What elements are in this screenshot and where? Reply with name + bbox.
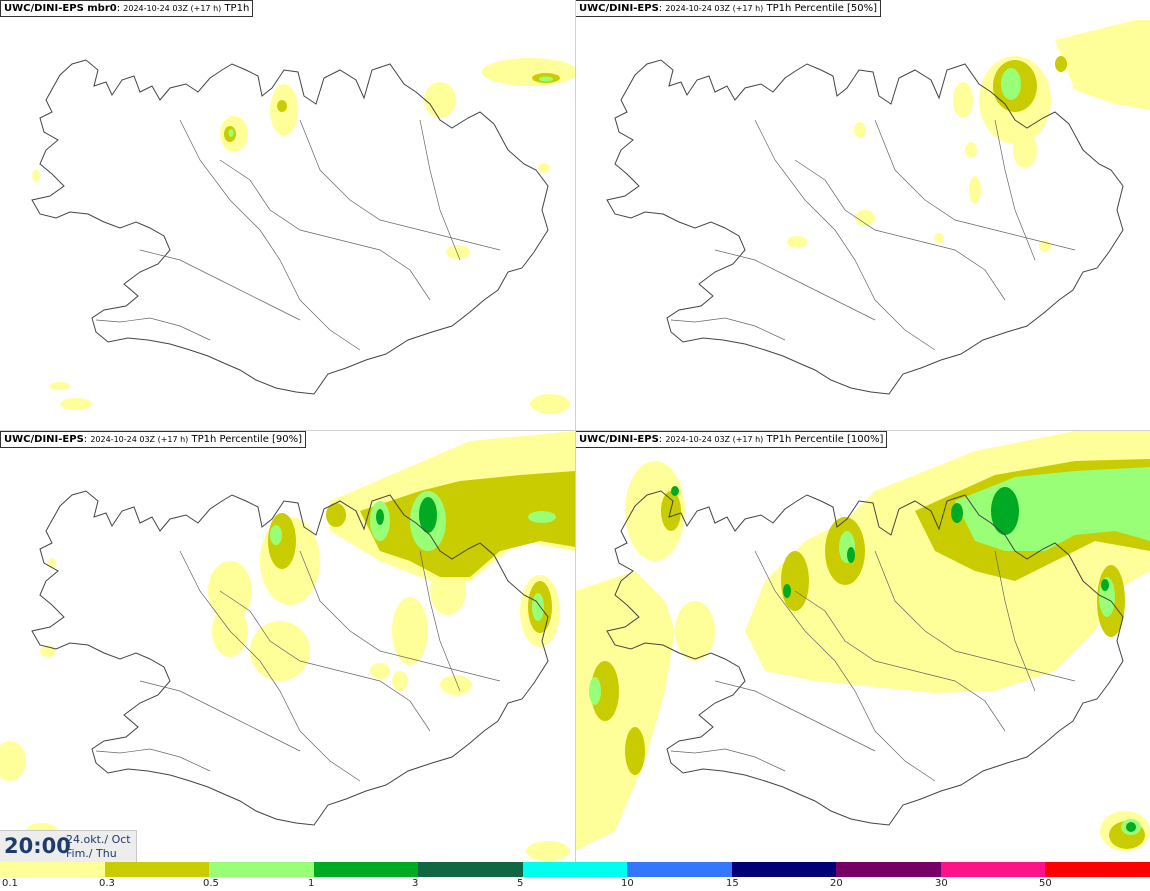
field-name: TP1h Percentile [50%] (766, 3, 878, 14)
map-panel-p100: UWC/DINI-EPS: 2024-10-24 03Z (+17 h) TP1… (575, 431, 1150, 861)
legend-swatch (836, 862, 941, 877)
model-name: UWC/DINI-EPS mbr0 (4, 3, 117, 14)
panel-divider-horizontal (0, 430, 1150, 431)
legend-color-bar (0, 862, 1150, 877)
legend-tick-label: 10 (621, 878, 634, 889)
run-time: 2024-10-24 03Z (+17 h) (665, 435, 764, 444)
panel-divider-vertical (575, 0, 576, 862)
valid-weekday: Fim./ Thu (66, 847, 117, 860)
legend-swatch (209, 862, 314, 877)
map-panel-p50: UWC/DINI-EPS: 2024-10-24 03Z (+17 h) TP1… (575, 0, 1150, 430)
legend-swatch (940, 862, 1046, 877)
model-name: UWC/DINI-EPS (579, 434, 659, 445)
valid-date: 24.okt./ Oct (66, 833, 131, 846)
panel-title: UWC/DINI-EPS mbr0: 2024-10-24 03Z (+17 h… (0, 0, 254, 17)
model-name: UWC/DINI-EPS (4, 434, 84, 445)
precip-map (606, 20, 1150, 395)
legend-tick-label: 15 (726, 878, 739, 889)
run-time: 2024-10-24 03Z (+17 h) (90, 435, 189, 444)
legend-tick-label: 30 (935, 878, 948, 889)
legend-swatch (418, 862, 523, 877)
legend-tick-label: 5 (517, 878, 524, 889)
legend-swatch (522, 862, 628, 877)
legend-tick-label: 3 (412, 878, 419, 889)
valid-time-box: 20:00 24.okt./ Oct Fim./ Thu (0, 830, 137, 863)
panel-title: UWC/DINI-EPS: 2024-10-24 03Z (+17 h) TP1… (575, 431, 888, 448)
legend-swatch (1045, 862, 1150, 877)
legend-tick-label: 0.5 (203, 878, 219, 889)
legend-swatch (313, 862, 419, 877)
map-panel-p90: UWC/DINI-EPS: 2024-10-24 03Z (+17 h) TP1… (0, 431, 575, 861)
field-name: TP1h (224, 3, 250, 14)
run-time: 2024-10-24 03Z (+17 h) (665, 4, 764, 13)
model-name: UWC/DINI-EPS (579, 3, 659, 14)
legend-tick-label: 50 (1039, 878, 1052, 889)
legend-tick-label: 20 (830, 878, 843, 889)
field-name: TP1h Percentile [90%] (191, 434, 303, 445)
panel-title: UWC/DINI-EPS: 2024-10-24 03Z (+17 h) TP1… (0, 431, 307, 448)
legend-swatch (0, 862, 105, 877)
precip-map (575, 431, 1150, 851)
precip-map (0, 431, 575, 861)
legend-swatch (627, 862, 732, 877)
legend-tick-label: 0.1 (2, 878, 18, 889)
legend-tick-label: 0.3 (99, 878, 115, 889)
field-name: TP1h Percentile [100%] (766, 434, 884, 445)
precip-map (31, 58, 575, 414)
map-panel-mbr0: UWC/DINI-EPS mbr0: 2024-10-24 03Z (+17 h… (0, 0, 575, 430)
color-legend: 0.1 0.3 0.5 1 3 5 10 15 20 30 50 (0, 862, 1150, 891)
valid-time: 20:00 (4, 834, 71, 858)
legend-swatch (731, 862, 837, 877)
run-time: 2024-10-24 03Z (+17 h) (123, 4, 222, 13)
legend-swatch (104, 862, 210, 877)
legend-tick-label: 1 (308, 878, 315, 889)
panel-title: UWC/DINI-EPS: 2024-10-24 03Z (+17 h) TP1… (575, 0, 882, 17)
